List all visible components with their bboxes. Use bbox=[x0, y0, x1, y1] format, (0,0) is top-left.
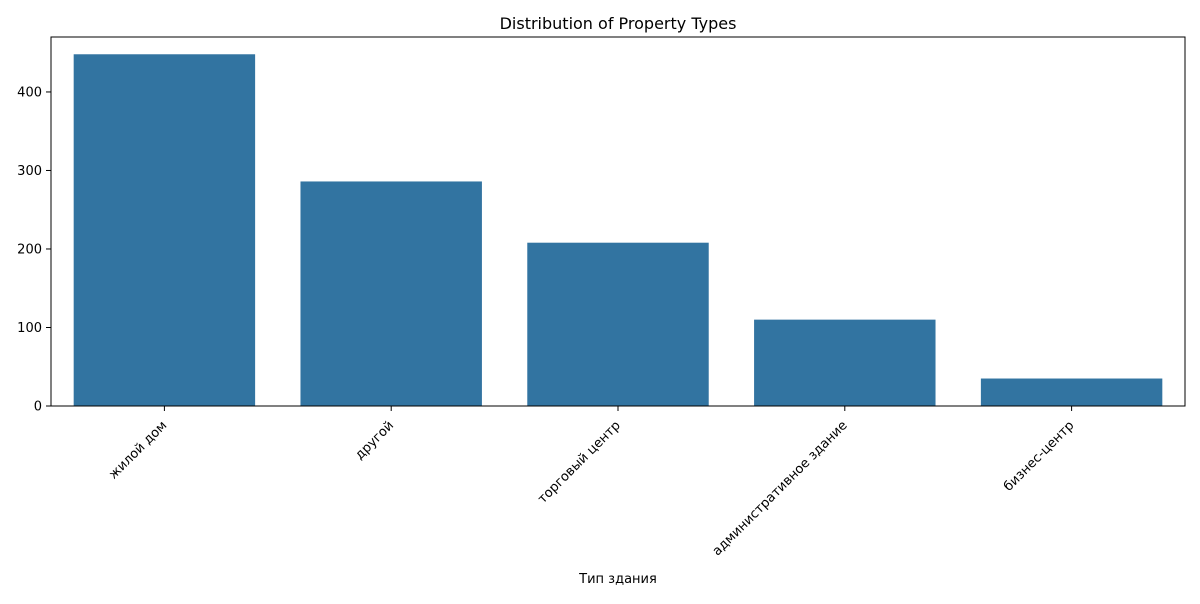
bars-group bbox=[73, 54, 1163, 407]
x-tick-label: бизнес-центр bbox=[1001, 418, 1077, 494]
bar-4 bbox=[754, 319, 936, 406]
y-tick-label: 100 bbox=[17, 321, 42, 336]
x-axis-label: Тип здания bbox=[578, 572, 657, 587]
chart-title: Distribution of Property Types bbox=[500, 14, 737, 33]
bar-5 bbox=[980, 378, 1163, 406]
x-tick-label: другой bbox=[352, 418, 397, 463]
x-tick-label: торговый центр bbox=[535, 418, 624, 507]
plot-frame bbox=[50, 36, 1186, 407]
y-tick-label: 300 bbox=[17, 164, 42, 179]
x-tick-label: административное здание bbox=[710, 418, 851, 559]
bar-1 bbox=[73, 54, 256, 407]
bar-3 bbox=[527, 242, 709, 406]
bar-2 bbox=[300, 181, 482, 406]
x-axis: жилой дом другой торговый центр администрат… bbox=[106, 406, 1077, 559]
x-tick-label: жилой дом bbox=[106, 418, 170, 482]
y-tick-label: 400 bbox=[17, 85, 42, 100]
y-tick-label: 0 bbox=[34, 400, 42, 415]
y-tick-label: 200 bbox=[17, 242, 42, 257]
y-axis: 0 100 200 300 400 bbox=[17, 85, 51, 415]
